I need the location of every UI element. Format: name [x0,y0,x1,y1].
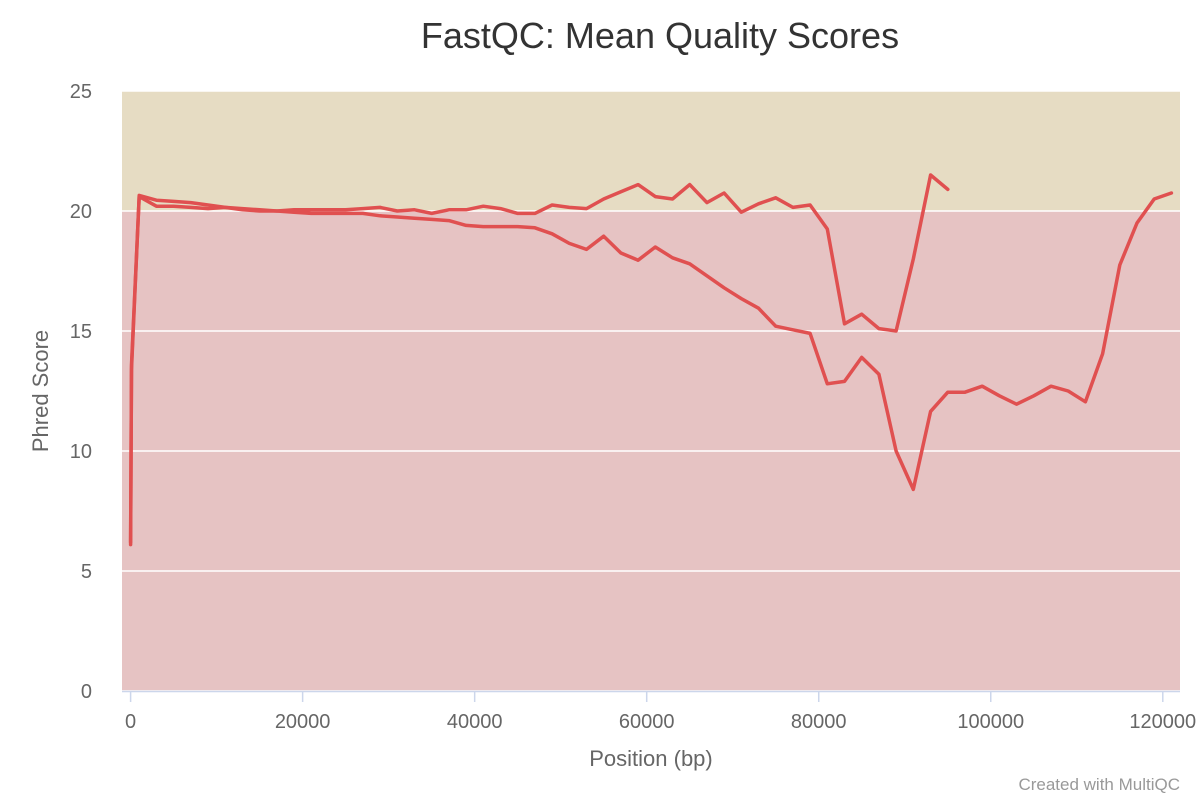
series-line-2 [128,191,1174,544]
x-tick-label-0: 0 [125,711,136,733]
x-axis-ticks: 0 20000 40000 60000 80000 100000 120000 [125,691,1196,733]
y-axis-ticks: 0 5 10 15 20 25 [70,81,92,703]
y-tick-label-20: 20 [70,201,92,223]
x-axis-title: Position (bp) [589,746,713,771]
y-tick-label-5: 5 [81,561,92,583]
y-tick-label-10: 10 [70,441,92,463]
x-tick-label-20000: 20000 [275,711,331,733]
multiqc-credit: Created with MultiQC [1018,775,1180,794]
band-1 [122,91,1180,211]
y-tick-label-15: 15 [70,321,92,343]
chart-title: FastQC: Mean Quality Scores [421,15,899,56]
quality-bands [122,91,1180,691]
x-tick-label-120000: 120000 [1129,711,1196,733]
x-tick-label-100000: 100000 [957,711,1024,733]
x-tick-label-60000: 60000 [619,711,675,733]
series-lines [128,173,1174,547]
y-tick-label-0: 0 [81,681,92,703]
y-axis-title: Phred Score [28,330,53,452]
x-tick-label-40000: 40000 [447,711,503,733]
x-tick-label-80000: 80000 [791,711,847,733]
y-tick-label-25: 25 [70,81,92,103]
